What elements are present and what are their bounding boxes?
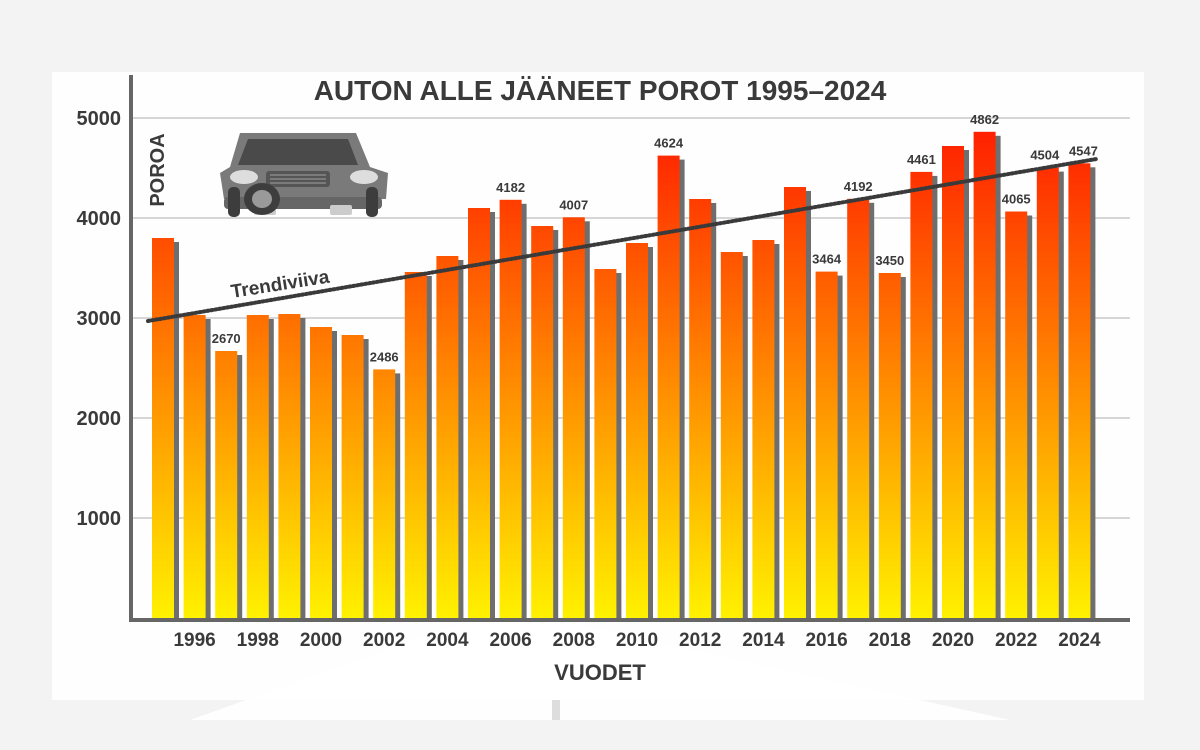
data-label: 4461 — [907, 152, 936, 167]
y-tick-label: 5000 — [77, 108, 122, 130]
bar-2006 — [499, 199, 522, 619]
x-tick-label: 1996 — [173, 630, 215, 651]
x-tick-label: 2010 — [616, 630, 658, 651]
bar-2000 — [310, 327, 332, 618]
bars — [152, 131, 1091, 619]
bar-2008 — [562, 217, 585, 619]
bar-2003 — [404, 272, 427, 618]
bar-2020 — [942, 146, 964, 618]
bar-1998 — [246, 315, 269, 618]
data-label: 4065 — [1002, 192, 1031, 207]
x-tick-label: 2018 — [869, 630, 911, 651]
data-label: 3464 — [812, 252, 842, 267]
y-tick-label: 4000 — [77, 208, 122, 230]
x-tick-label: 2024 — [1058, 630, 1101, 651]
data-label: 4192 — [844, 179, 873, 194]
bar-2011 — [657, 155, 680, 618]
bar-2019 — [910, 171, 933, 618]
bar-1999 — [278, 314, 301, 618]
x-tick-label: 2012 — [679, 630, 721, 651]
bar-2001 — [341, 335, 364, 618]
data-label: 2486 — [370, 349, 399, 364]
x-tick-label: 2022 — [995, 630, 1037, 651]
x-tick-label: 2004 — [426, 630, 469, 651]
chart-title: AUTON ALLE JÄÄNEET POROT 1995–2024 — [314, 75, 887, 106]
bar-2009 — [594, 269, 617, 618]
x-tick-label: 2020 — [932, 630, 974, 651]
data-label: 4547 — [1069, 143, 1098, 158]
trend-line — [146, 157, 1099, 323]
bar-1997 — [215, 351, 238, 618]
data-label: 2670 — [212, 331, 241, 346]
y-tick-label: 1000 — [77, 508, 122, 530]
data-label: 4007 — [559, 197, 588, 212]
bar-2014 — [752, 240, 775, 618]
data-label: 3450 — [875, 253, 904, 268]
bar-2010 — [626, 243, 648, 618]
x-tick-label: 2006 — [489, 630, 531, 651]
bar-2005 — [468, 208, 490, 618]
bar-2021 — [973, 131, 996, 619]
bar-1996 — [183, 315, 206, 618]
bar-2013 — [720, 252, 743, 618]
x-axis-label: VUODET — [554, 660, 646, 685]
x-tick-label: 1998 — [237, 630, 279, 651]
y-tick-label: 2000 — [77, 408, 122, 430]
bar-2015 — [784, 187, 806, 618]
bar-2012 — [689, 199, 712, 618]
road-marking — [552, 700, 560, 720]
bar-2017 — [847, 198, 870, 619]
y-axis-label: POROA — [147, 133, 169, 206]
bar-2007 — [531, 226, 554, 618]
bar-2022 — [1005, 211, 1028, 618]
bar-2023 — [1036, 167, 1059, 618]
bar-2002 — [373, 369, 396, 618]
bar-2016 — [815, 271, 838, 618]
x-tick-labels: 1996 1998 2000 2002 2004 2006 2008 2010 2012 2014… — [173, 630, 1101, 651]
bar-1995 — [152, 238, 174, 618]
x-tick-label: 2000 — [300, 630, 342, 651]
bar-2004 — [436, 256, 459, 618]
y-tick-label: 3000 — [77, 308, 122, 330]
data-label: 4182 — [496, 180, 525, 195]
data-label: 4862 — [970, 112, 999, 127]
bar-2024 — [1068, 163, 1091, 619]
bar-2018 — [878, 273, 901, 618]
x-tick-label: 2014 — [742, 630, 785, 651]
road-decoration — [190, 620, 1010, 720]
data-label: 4624 — [654, 136, 684, 151]
data-label: 4504 — [1030, 148, 1060, 163]
car-icon — [220, 133, 388, 217]
x-tick-label: 2016 — [805, 630, 847, 651]
x-tick-label: 2002 — [363, 630, 405, 651]
y-tick-labels: 1000 2000 3000 4000 5000 — [77, 108, 122, 530]
x-tick-label: 2008 — [553, 630, 595, 651]
data-labels: 2670 2486 4182 4007 4624 3464 4192 3450 4461 4862… — [212, 112, 1098, 365]
